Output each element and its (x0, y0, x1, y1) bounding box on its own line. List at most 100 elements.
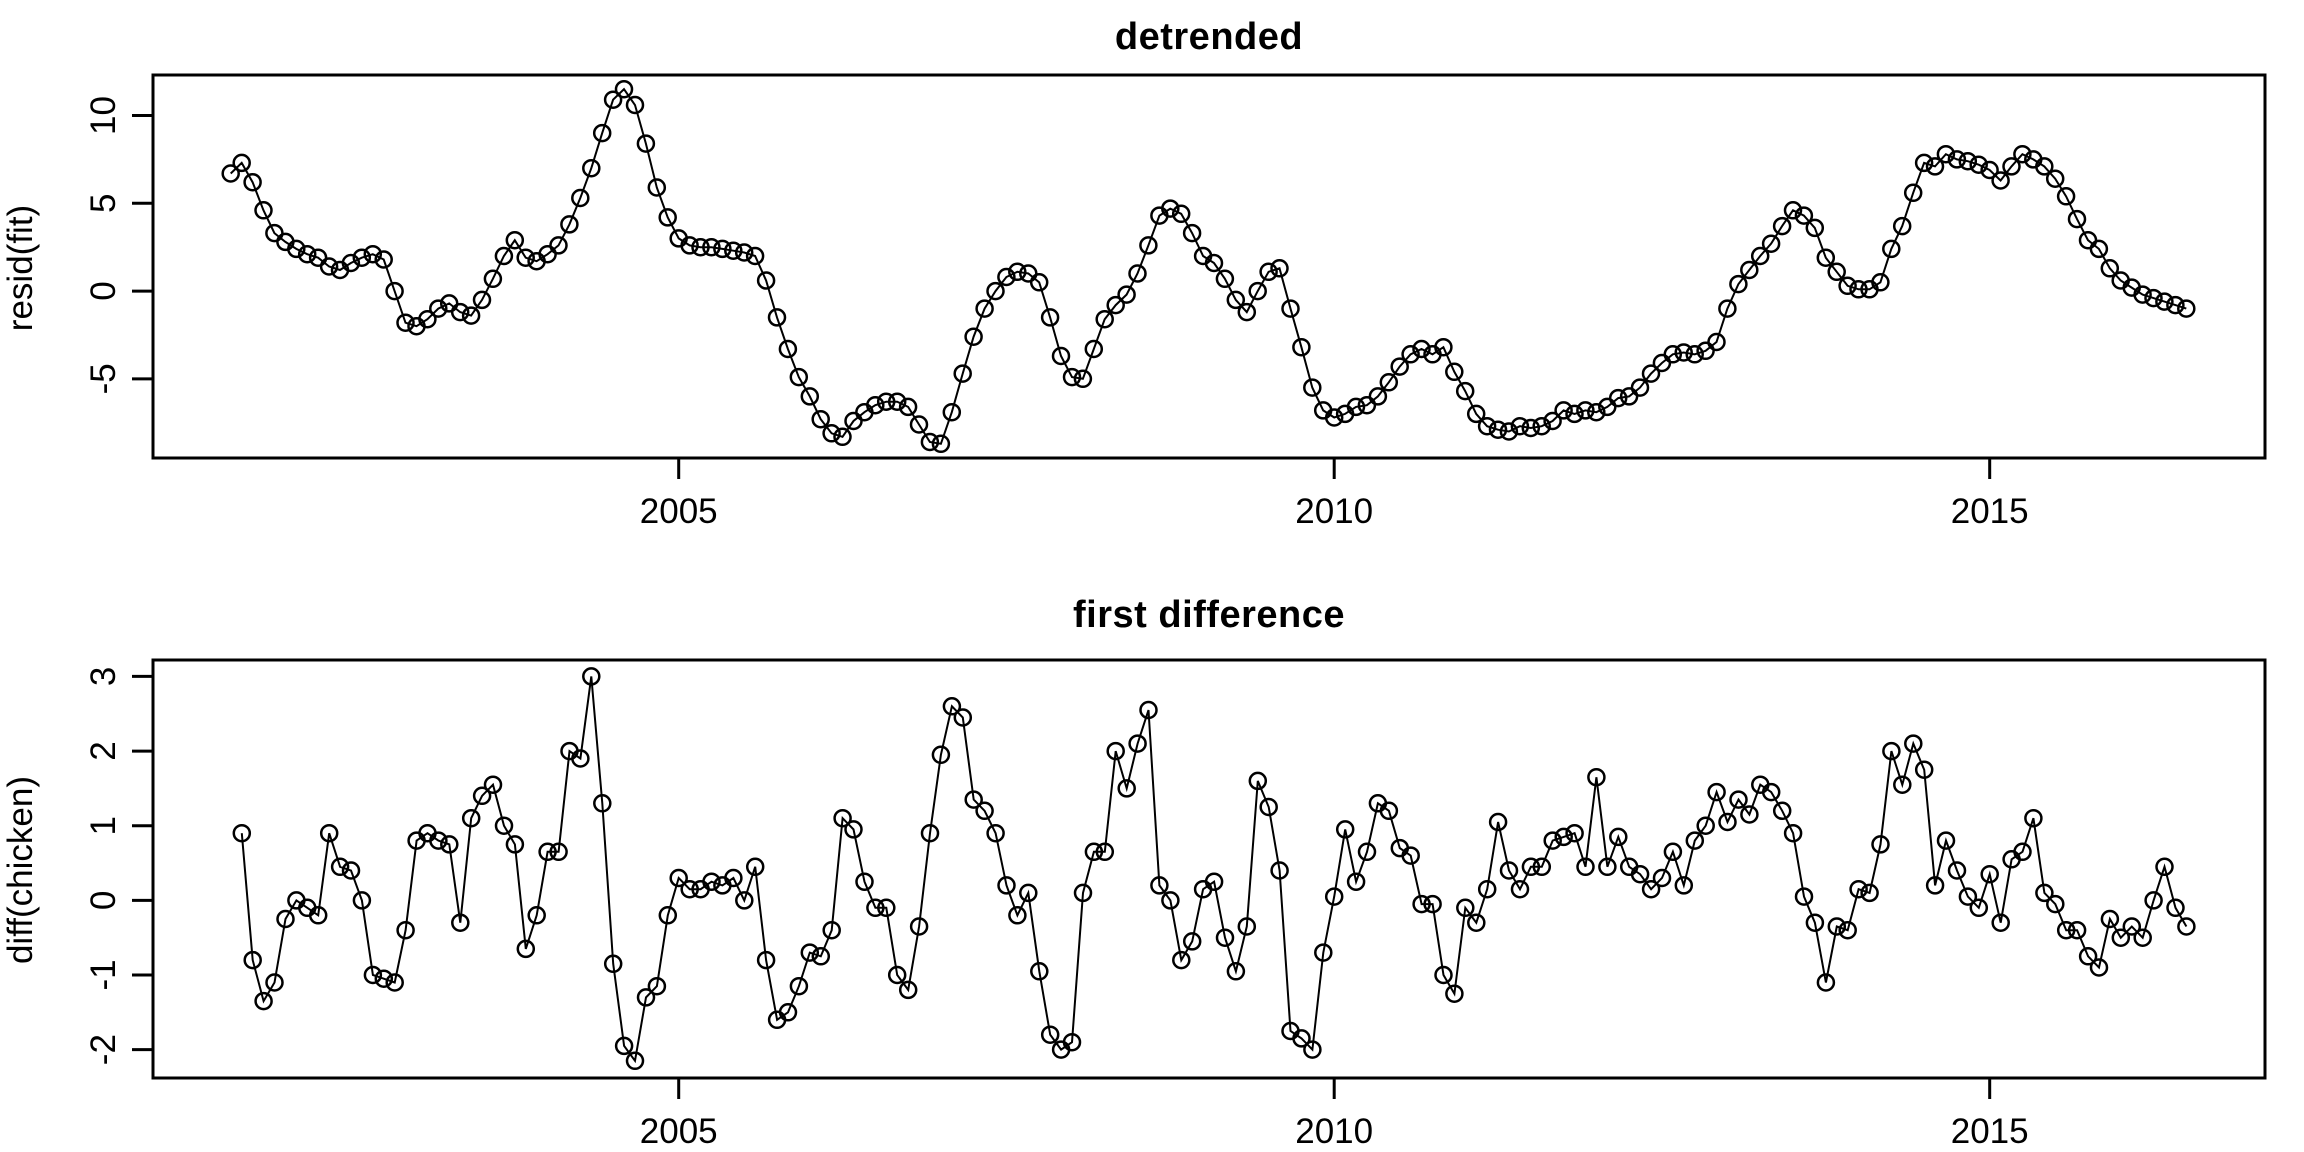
data-point (767, 308, 787, 327)
detrended-panel: 2005 2010 2015 10 5 0 -5 (84, 73, 2267, 531)
data-point (374, 250, 393, 269)
data-point (669, 868, 688, 888)
y-tick-label: -1 (84, 959, 123, 990)
data-point (1641, 879, 1661, 899)
plot-box (151, 658, 2267, 1080)
data-point (2056, 187, 2076, 206)
data-point (887, 392, 907, 411)
data-point (713, 239, 732, 259)
data-point (1215, 269, 1235, 289)
x-tick-label: 2015 (1951, 1112, 2029, 1151)
data-point (1215, 928, 1235, 947)
data-point (887, 965, 907, 985)
data-point (1270, 861, 1289, 880)
data-point (735, 891, 754, 910)
data-point (898, 980, 918, 1000)
data-point (625, 95, 645, 115)
data-point (1630, 378, 1650, 397)
data-point (2078, 947, 2098, 966)
data-point (1171, 204, 1191, 224)
data-point (1729, 274, 1748, 294)
data-point (2111, 928, 2131, 947)
data-point (1401, 846, 1420, 865)
data-point (1980, 160, 1999, 180)
data-point (1587, 402, 1606, 422)
y-tick-label: 2 (84, 741, 123, 760)
data-point (2133, 285, 2152, 304)
y-tick-label: 1 (84, 816, 123, 835)
y-tick-label: -5 (84, 363, 123, 394)
data-point (1445, 984, 1464, 1003)
data-point (472, 786, 492, 806)
data-point (1248, 281, 1267, 301)
data-point (1991, 171, 2010, 190)
data-point (385, 281, 404, 301)
data-point (1772, 801, 1792, 821)
data-point (2056, 920, 2076, 940)
data-point (571, 188, 590, 208)
data-point (1674, 876, 1694, 895)
data-point (1696, 816, 1715, 835)
data-point (2035, 157, 2054, 176)
data-point (975, 801, 994, 821)
data-point (1663, 345, 1683, 364)
data-point (1761, 782, 1781, 802)
data-point (1641, 364, 1661, 383)
data-point (1849, 879, 1868, 899)
data-point (1182, 223, 1202, 243)
data-point (1117, 285, 1136, 304)
data-point (975, 299, 994, 318)
data-point (451, 913, 470, 932)
data-point (1871, 835, 1890, 854)
data-point (254, 991, 273, 1011)
x-tick-label: 2005 (640, 492, 718, 531)
data-point (461, 306, 481, 325)
data-point (811, 409, 830, 429)
data-point (680, 236, 699, 255)
data-point (2013, 842, 2032, 862)
data-point (1139, 236, 1158, 255)
data-point (1073, 369, 1093, 389)
data-point (647, 976, 667, 996)
data-point (1969, 155, 1988, 174)
data-point (308, 906, 328, 925)
data-point (385, 973, 404, 992)
data-point (1062, 1032, 1082, 1052)
data-point (1718, 812, 1737, 832)
data-point (1750, 246, 1770, 266)
data-point (276, 909, 295, 929)
data-point (1598, 857, 1617, 877)
data-point (1794, 206, 1814, 225)
data-point (1139, 700, 1158, 720)
data-point (2177, 917, 2196, 936)
data-point (1707, 332, 1726, 352)
data-point (833, 808, 852, 828)
data-point (1882, 741, 1901, 761)
data-point (1084, 339, 1104, 359)
data-point (876, 392, 896, 411)
data-point (1980, 864, 1999, 884)
data-point (1161, 891, 1180, 910)
data-point (1008, 906, 1027, 925)
data-point (1816, 248, 1836, 267)
data-point (505, 230, 525, 250)
data-point (1663, 842, 1683, 862)
data-point (1958, 887, 1978, 906)
data-point (877, 898, 896, 918)
data-point (964, 790, 983, 809)
data-point (1281, 299, 1300, 318)
data-point (1172, 950, 1191, 970)
data-point (1805, 913, 1825, 932)
data-point (1729, 790, 1748, 809)
data-point (1226, 962, 1246, 981)
data-point (582, 667, 601, 686)
data-point (1095, 842, 1115, 862)
data-point (778, 339, 798, 359)
data-point (1401, 345, 1420, 364)
x-tick-label: 2015 (1951, 492, 2029, 531)
data-point (1379, 373, 1399, 392)
data-point (1619, 387, 1639, 406)
data-point (1707, 782, 1726, 802)
data-point (418, 309, 437, 329)
data-point (658, 208, 677, 227)
